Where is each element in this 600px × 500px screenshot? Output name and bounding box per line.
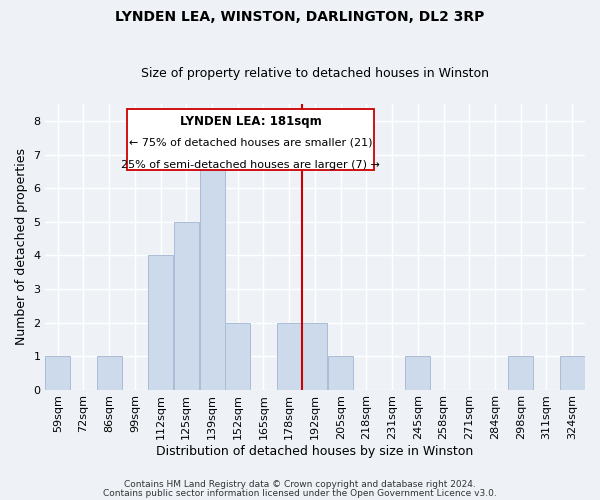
Bar: [200, 154, 224, 390]
Bar: [45, 356, 70, 390]
Bar: [277, 322, 302, 390]
Bar: [225, 322, 250, 390]
Bar: [328, 356, 353, 390]
Bar: [560, 356, 584, 390]
FancyBboxPatch shape: [127, 110, 374, 170]
Y-axis label: Number of detached properties: Number of detached properties: [15, 148, 28, 346]
Bar: [302, 322, 328, 390]
Bar: [174, 222, 199, 390]
Text: LYNDEN LEA: 181sqm: LYNDEN LEA: 181sqm: [180, 116, 322, 128]
Text: 25% of semi-detached houses are larger (7) →: 25% of semi-detached houses are larger (…: [121, 160, 380, 170]
X-axis label: Distribution of detached houses by size in Winston: Distribution of detached houses by size …: [156, 444, 473, 458]
Text: LYNDEN LEA, WINSTON, DARLINGTON, DL2 3RP: LYNDEN LEA, WINSTON, DARLINGTON, DL2 3RP: [115, 10, 485, 24]
Bar: [148, 256, 173, 390]
Bar: [97, 356, 122, 390]
Text: Contains HM Land Registry data © Crown copyright and database right 2024.: Contains HM Land Registry data © Crown c…: [124, 480, 476, 489]
Bar: [406, 356, 430, 390]
Bar: [508, 356, 533, 390]
Text: ← 75% of detached houses are smaller (21): ← 75% of detached houses are smaller (21…: [129, 138, 373, 148]
Title: Size of property relative to detached houses in Winston: Size of property relative to detached ho…: [141, 66, 489, 80]
Text: Contains public sector information licensed under the Open Government Licence v3: Contains public sector information licen…: [103, 489, 497, 498]
